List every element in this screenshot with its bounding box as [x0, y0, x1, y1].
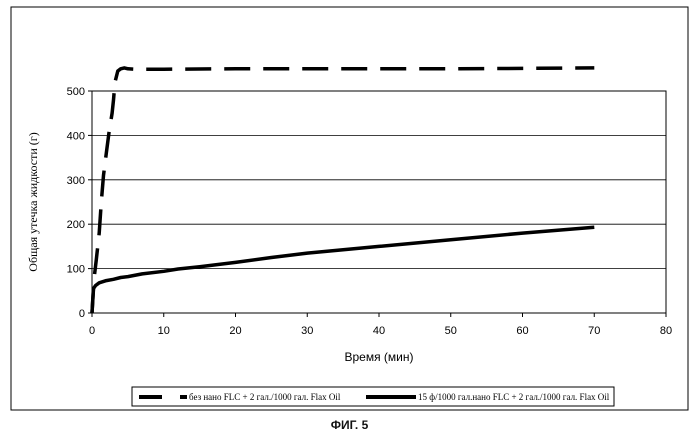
series-line-solid	[90, 225, 595, 314]
x-tick-label: 40	[373, 325, 385, 337]
figure-caption: ФИГ. 5	[330, 418, 369, 432]
x-tick-label: 10	[158, 325, 170, 337]
x-tick-label: 20	[229, 325, 241, 337]
x-tick-label: 30	[301, 325, 313, 337]
grid-lines	[92, 134, 666, 270]
y-tick-label: 300	[67, 175, 85, 187]
y-tick-label: 200	[67, 219, 85, 231]
x-axis-label: Время (мин)	[344, 350, 413, 364]
y-tick-label: 100	[67, 264, 85, 276]
y-tick-label: 400	[67, 130, 85, 142]
x-tick-label: 60	[516, 325, 528, 337]
x-tick-label: 80	[660, 325, 672, 337]
y-axis-label: Общая утечка жидкости (г)	[26, 132, 40, 271]
legend-label-2: 15 ф/1000 гал.нано FLC + 2 гал./1000 гал…	[418, 392, 610, 402]
y-tick-label: 0	[79, 308, 85, 320]
chart-frame	[10, 6, 689, 411]
legend-box	[131, 386, 615, 407]
x-tick-label: 0	[89, 325, 95, 337]
plot-area	[91, 90, 667, 314]
series-line-dashed	[90, 66, 595, 314]
x-tick-label: 50	[445, 325, 457, 337]
series-lines	[90, 66, 595, 314]
y-axis: 0 100 200 300 400 500	[67, 86, 92, 320]
legend-label-1: без нано FLC + 2 гал./1000 гал. Flax Oil	[189, 392, 341, 402]
x-axis: 0 10 20 30 40 50 60 70 80	[89, 313, 672, 337]
x-tick-label: 70	[588, 325, 600, 337]
legend: без нано FLC + 2 гал./1000 гал. Flax Oil…	[131, 386, 615, 407]
y-tick-label: 500	[67, 86, 85, 98]
